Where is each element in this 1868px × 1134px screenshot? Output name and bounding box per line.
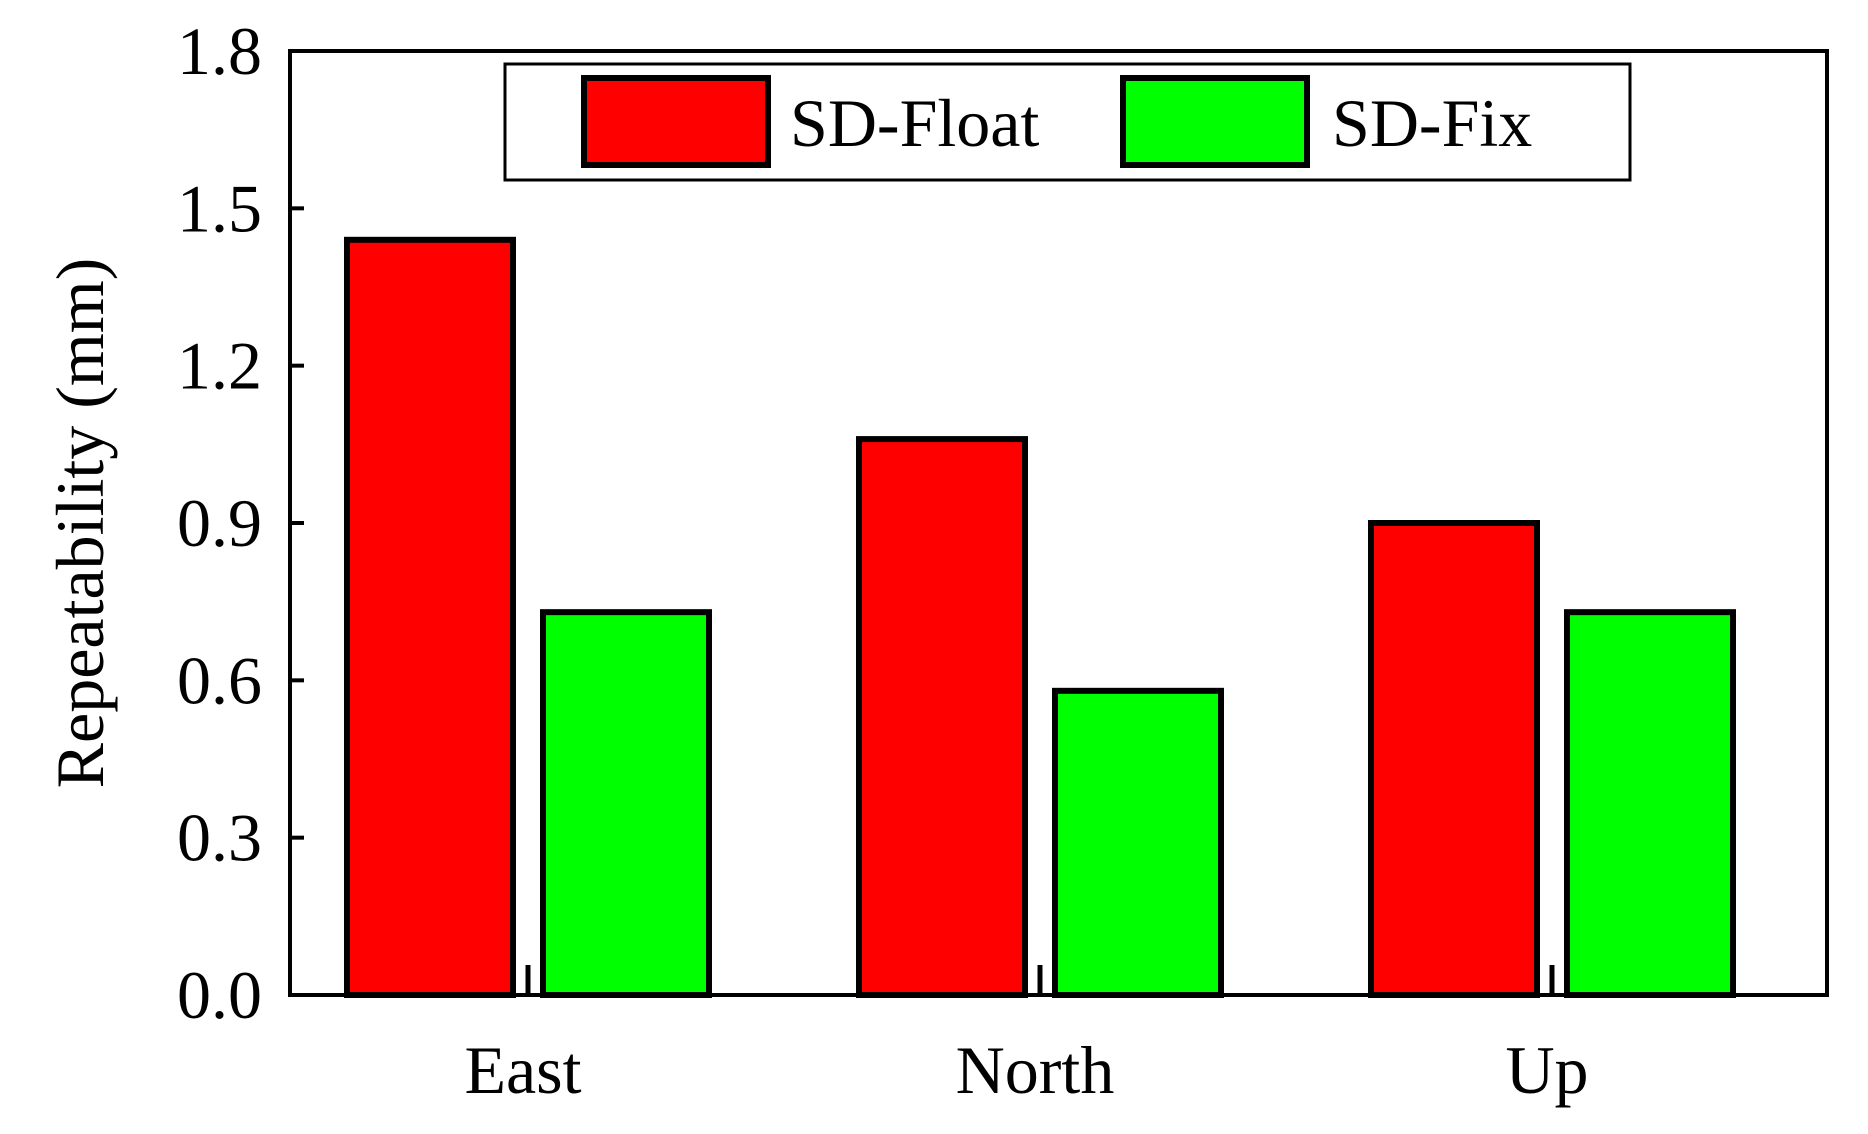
bar-sd-float-north — [856, 436, 1028, 999]
legend-label-sd-fix: SD-Fix — [1332, 85, 1532, 161]
x-category-label: East — [464, 1032, 581, 1108]
y-axis-label: Repeatability (mm) — [42, 258, 118, 789]
x-category-label: North — [956, 1032, 1115, 1108]
bar-sd-float-up — [1368, 520, 1540, 998]
x-category-label: Up — [1505, 1032, 1588, 1108]
bars-layer — [344, 236, 1736, 999]
legend-label-sd-float: SD-Float — [790, 85, 1039, 161]
y-tick-label: 1.2 — [177, 328, 262, 404]
y-tick-label: 0.3 — [177, 800, 262, 876]
y-tick-label: 0.9 — [177, 485, 262, 561]
y-axis: 0.0 0.3 0.6 0.9 1.2 1.5 1.8 — [177, 13, 304, 1033]
x-axis: East North Up — [464, 1032, 1588, 1108]
legend: SD-Float SD-Fix — [503, 62, 1632, 182]
y-tick-label: 0.6 — [177, 642, 262, 718]
y-tick-label: 1.8 — [177, 13, 262, 89]
bar-sd-fix-east — [540, 609, 712, 999]
y-tick-label: 0.0 — [177, 957, 262, 1033]
bar-sd-fix-north — [1052, 687, 1224, 998]
legend-swatch-sd-fix — [1120, 75, 1310, 168]
bar-sd-fix-up — [1564, 609, 1736, 999]
category-separator-ticks — [525, 965, 1555, 995]
y-tick-label: 1.5 — [177, 170, 262, 246]
bar-sd-float-east — [344, 236, 516, 999]
legend-swatch-sd-float — [581, 75, 771, 168]
